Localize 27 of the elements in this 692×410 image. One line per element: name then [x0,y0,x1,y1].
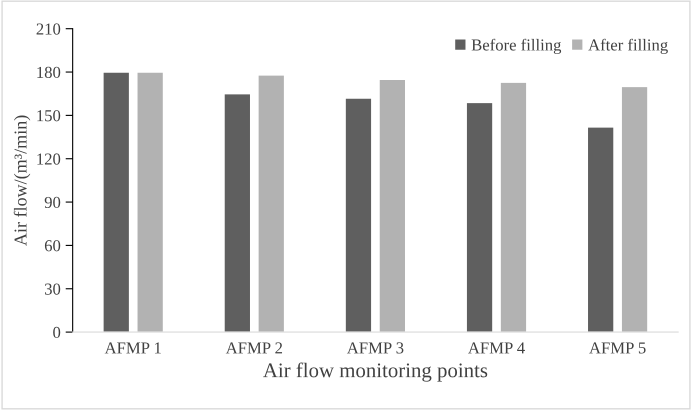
bar [586,126,615,332]
y-tick-label: 90 [44,196,60,208]
y-tick-label: 210 [36,23,60,35]
x-tick-label: AFMP 4 [468,342,525,354]
bar [466,102,494,332]
legend-label: After filling [588,38,668,54]
bar [257,74,286,332]
x-axis-title: Air flow monitoring points [263,362,488,382]
y-tick-label: 150 [37,110,60,122]
bar [136,71,164,332]
bar [499,81,528,332]
bar [620,86,649,332]
y-tick-label: 180 [37,66,60,78]
x-tick-label: AFMP 5 [589,342,646,354]
bar [344,97,372,332]
x-tick-label: AFMP 1 [104,342,161,354]
y-tick-label: 0 [53,326,60,338]
y-tick-label: 30 [44,283,60,295]
bar [378,78,406,332]
bar [102,71,130,332]
bar [223,93,252,332]
y-axis-title: Air flow/(m³/min) [14,116,30,246]
y-tick-label: 120 [37,153,60,165]
x-tick-label: AFMP 2 [226,342,282,354]
y-tick-label: 60 [44,240,60,252]
x-tick-label: AFMP 3 [346,342,404,354]
legend-label: Before filling [472,38,562,54]
